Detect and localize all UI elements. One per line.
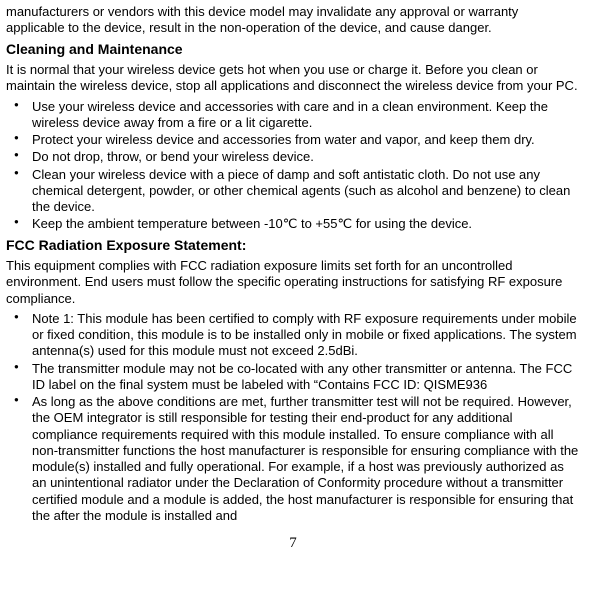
list-item: The transmitter module may not be co-loc…	[28, 361, 580, 394]
paragraph-cleaning: It is normal that your wireless device g…	[6, 62, 580, 95]
list-item: Keep the ambient temperature between -10…	[28, 216, 580, 232]
paragraph-fcc: This equipment complies with FCC radiati…	[6, 258, 580, 307]
heading-fcc: FCC Radiation Exposure Statement:	[6, 237, 580, 255]
document-page: manufacturers or vendors with this devic…	[0, 0, 590, 553]
list-item: Clean your wireless device with a piece …	[28, 167, 580, 216]
list-item: As long as the above conditions are met,…	[28, 394, 580, 524]
list-item: Protect your wireless device and accesso…	[28, 132, 580, 148]
list-item: Use your wireless device and accessories…	[28, 99, 580, 132]
bullet-list-cleaning: Use your wireless device and accessories…	[6, 99, 580, 233]
page-number: 7	[6, 534, 580, 553]
list-item: Note 1: This module has been certified t…	[28, 311, 580, 360]
bullet-list-fcc: Note 1: This module has been certified t…	[6, 311, 580, 524]
heading-cleaning: Cleaning and Maintenance	[6, 41, 580, 59]
intro-paragraph: manufacturers or vendors with this devic…	[6, 4, 580, 37]
list-item: Do not drop, throw, or bend your wireles…	[28, 149, 580, 165]
